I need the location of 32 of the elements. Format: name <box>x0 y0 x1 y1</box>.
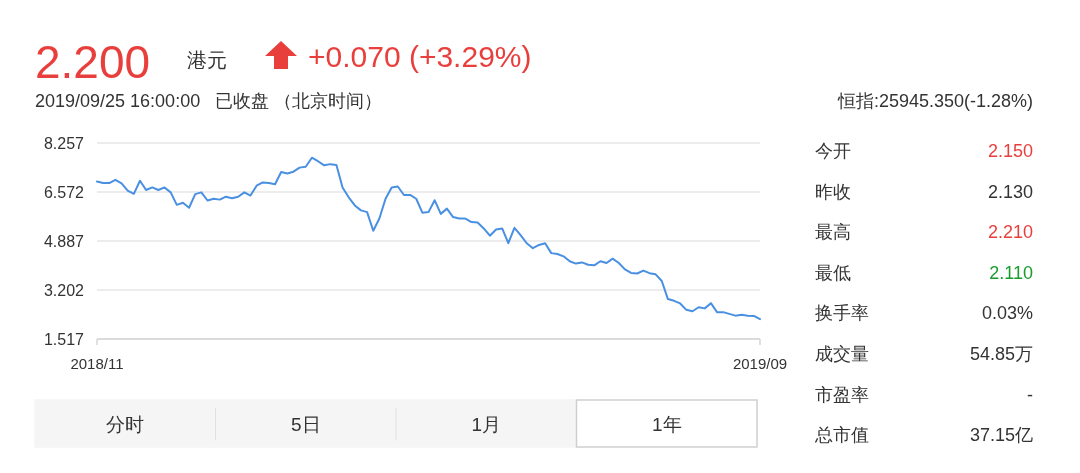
title: 2.200 <box>35 36 151 88</box>
text: 0.03% <box>981 303 1033 324</box>
category-label: 今开 <box>815 141 851 161</box>
text: 2.110 <box>989 262 1033 283</box>
category-label: 换手率 <box>815 303 869 324</box>
text: 分时 <box>106 414 145 435</box>
text: 2.210 <box>987 222 1033 243</box>
text: 54.85万 <box>969 344 1033 364</box>
category-label: 总市值 <box>814 425 869 446</box>
chart-subtitle: 2019/09/25 16:00:00 已收盘 （北京时间） <box>35 91 383 111</box>
category-label: 最低 <box>815 262 851 283</box>
y-tick-label: 8.257 <box>43 135 85 152</box>
text: 5日 <box>290 414 321 435</box>
text: 2.150 <box>987 141 1033 161</box>
y-tick-label: 6.572 <box>43 184 85 201</box>
category-label: 最高 <box>815 222 851 243</box>
text: 1年 <box>651 414 682 435</box>
y-tick-label: 4.887 <box>43 233 85 250</box>
category-label: 成交量 <box>815 344 869 364</box>
x-tick-label: 2019/09 <box>732 355 788 372</box>
text: +0.070 (+3.29%) <box>308 40 532 73</box>
text: - <box>1027 384 1033 405</box>
text: 恒指:25945.350(-1.28%) <box>836 91 1033 111</box>
text: 2.130 <box>987 181 1033 202</box>
category-label: 昨收 <box>815 181 851 202</box>
text: 37.15亿 <box>969 425 1033 446</box>
category-label: 市盈率 <box>815 384 869 405</box>
x-tick-label: 2018/11 <box>70 355 124 372</box>
y-tick-label: 3.202 <box>43 282 85 299</box>
text: 港元 <box>187 49 227 71</box>
y-tick-label: 1.517 <box>43 331 85 348</box>
text: 1月 <box>471 414 502 435</box>
